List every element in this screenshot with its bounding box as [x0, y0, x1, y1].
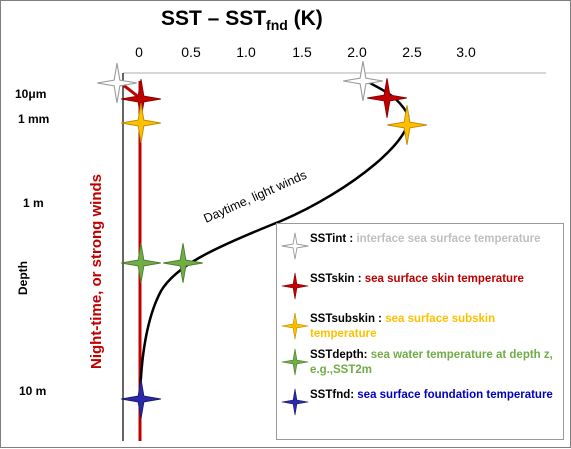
- legend-desc-sstfnd: sea surface foundation temperature: [357, 389, 553, 401]
- x-tick-0: 0: [135, 44, 143, 60]
- legend-desc-sstint: interface sea surface temperature: [356, 233, 541, 245]
- chart-title: SST – SSTfnd (K): [161, 7, 323, 33]
- title-subscript: fnd: [266, 17, 288, 34]
- y-axis-label: Depth: [16, 261, 30, 295]
- x-tick-1.0: 1.0: [236, 44, 256, 60]
- x-tick-3.0: 3.0: [456, 44, 476, 60]
- y-tick-10um: 10μm: [15, 87, 46, 101]
- legend-key-sstdepth: SSTdepth:: [310, 349, 368, 361]
- legend-desc-sstsubskin: sea surface subskin temperature: [310, 313, 496, 340]
- green-star-icon: [120, 242, 162, 284]
- white-star-icon: [342, 60, 384, 102]
- legend-key-sstint: SSTint :: [310, 233, 354, 245]
- night-line-label: Night-time, or strong winds: [88, 174, 105, 369]
- green-star-icon: [281, 348, 309, 376]
- white-star-icon: [281, 232, 309, 260]
- y-tick-1m: 1 m: [23, 196, 44, 210]
- x-tick-2.0: 2.0: [347, 44, 367, 60]
- legend-key-sstskin: SSTskin :: [310, 273, 362, 285]
- yellow-star-icon: [386, 104, 428, 146]
- y-tick-10m: 10 m: [19, 384, 46, 398]
- blue-star-icon: [281, 388, 309, 416]
- legend-desc-sstskin: sea surface skin temperature: [364, 273, 524, 285]
- white-star-icon: [96, 62, 138, 104]
- legend-desc-sstdepth: sea water temperature at depth z, e.g.,S…: [310, 349, 553, 376]
- yellow-star-icon: [120, 102, 162, 144]
- title-unit: (K): [287, 7, 323, 30]
- legend-box: SSTint : interface sea surface temperatu…: [276, 223, 564, 440]
- x-tick-1.5: 1.5: [292, 44, 312, 60]
- y-tick-1mm: 1 mm: [18, 112, 49, 126]
- legend-key-sstsubskin: SSTsubskin :: [310, 313, 382, 325]
- blue-star-icon: [120, 378, 162, 420]
- x-tick-0.5: 0.5: [181, 44, 201, 60]
- legend-key-sstfnd: SSTfnd:: [310, 389, 355, 401]
- title-main: SST – SST: [161, 7, 267, 30]
- green-star-icon: [162, 242, 204, 284]
- yellow-star-icon: [281, 312, 309, 340]
- x-tick-2.5: 2.5: [402, 44, 422, 60]
- red-star-icon: [281, 272, 309, 300]
